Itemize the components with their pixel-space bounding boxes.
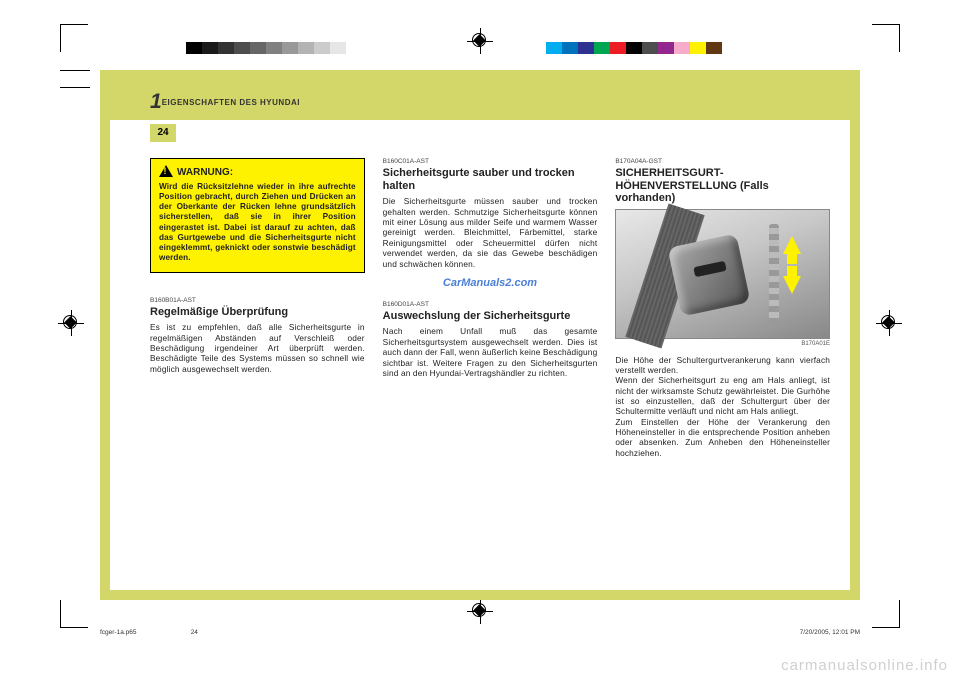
swatch (562, 42, 578, 54)
adjuster-rail (769, 224, 779, 324)
swatch (578, 42, 594, 54)
warning-heading: WARNUNG: (159, 165, 356, 182)
warning-label: WARNUNG: (177, 167, 233, 178)
swatch (346, 42, 362, 54)
swatch (218, 42, 234, 54)
arrow-down-stem (787, 266, 797, 276)
swatch (266, 42, 282, 54)
colorbar-grayscale (186, 42, 362, 54)
section-title: EIGENSCHAFTEN DES HYUNDAI (162, 98, 300, 107)
swatch (282, 42, 298, 54)
swatch (642, 42, 658, 54)
footer-page: 24 (191, 629, 198, 636)
crop-mark-tl (60, 24, 88, 52)
binding-marks (60, 70, 90, 88)
warning-triangle-icon (159, 165, 173, 177)
swatch (706, 42, 722, 54)
crop-mark-bl (60, 600, 88, 628)
footer-datetime: 7/20/2005, 12:01 PM (800, 629, 860, 636)
swatch (314, 42, 330, 54)
swatch (330, 42, 346, 54)
seatbelt-height-illustration (615, 209, 830, 339)
registration-mark-bottom (467, 598, 493, 624)
section-number: 1 (150, 90, 162, 113)
section-code: B170A04A-GST (615, 158, 830, 166)
warning-body: Wird die Rücksitzlehne wieder in ihre au… (159, 182, 356, 264)
section-code: B160D01A-AST (383, 301, 598, 309)
section-body: Es ist zu empfehlen, daß alle Sicherheit… (150, 322, 365, 374)
swatch (250, 42, 266, 54)
page-number: 24 (150, 124, 176, 142)
page-frame: 1EIGENSCHAFTEN DES HYUNDAI 24 WARNUNG: W… (100, 70, 860, 600)
registration-mark-right (876, 310, 902, 336)
swatch (186, 42, 202, 54)
swatch (626, 42, 642, 54)
registration-mark-top (467, 28, 493, 54)
section-heading: Regelmäßige Überprüfung (150, 306, 365, 319)
section-code: B160C01A-AST (383, 158, 598, 166)
swatch (546, 42, 562, 54)
swatch (202, 42, 218, 54)
arrow-up-icon (783, 236, 801, 254)
belt-anchor (668, 234, 751, 317)
header-band: 1EIGENSCHAFTEN DES HYUNDAI (110, 80, 850, 120)
arrow-up-stem (787, 254, 797, 264)
inner-page: 1EIGENSCHAFTEN DES HYUNDAI 24 WARNUNG: W… (110, 80, 850, 590)
swatch (298, 42, 314, 54)
arrow-down-icon (783, 276, 801, 294)
section-heading: SICHERHEITSGURT-HÖHENVERSTELLUNG (Falls … (615, 167, 830, 205)
swatch (690, 42, 706, 54)
colorbar-color (546, 42, 722, 54)
swatch (594, 42, 610, 54)
site-watermark: carmanualsonline.info (781, 657, 948, 674)
swatch (658, 42, 674, 54)
section-body: Die Höhe der Schultergurtverankerung kan… (615, 355, 830, 459)
watermark-text: CarManuals2.com (383, 277, 598, 291)
section-body: Die Sicherheitsgurte müssen sauber und t… (383, 196, 598, 269)
swatch (674, 42, 690, 54)
section-body: Nach einem Unfall muß das gesamte Sicher… (383, 326, 598, 378)
swatch (610, 42, 626, 54)
swatch (234, 42, 250, 54)
footer-filename: fcger-1a.p65 (100, 629, 137, 636)
section-heading: Auswechslung der Sicherheitsgurte (383, 310, 598, 323)
registration-mark-left (58, 310, 84, 336)
crop-mark-tr (872, 24, 900, 52)
section-heading: Sicherheitsgurte sauber und trocken halt… (383, 167, 598, 192)
content-columns: WARNUNG: Wird die Rücksitzlehne wieder i… (150, 158, 830, 578)
section-code: B160B01A-AST (150, 297, 365, 305)
crop-mark-br (872, 600, 900, 628)
column-2: B160C01A-AST Sicherheitsgurte sauber und… (383, 158, 598, 578)
footer-meta: fcger-1a.p65 24 7/20/2005, 12:01 PM (100, 629, 860, 636)
warning-box: WARNUNG: Wird die Rücksitzlehne wieder i… (150, 158, 365, 273)
column-3: B170A04A-GST SICHERHEITSGURT-HÖHENVERSTE… (615, 158, 830, 578)
column-1: WARNUNG: Wird die Rücksitzlehne wieder i… (150, 158, 365, 578)
